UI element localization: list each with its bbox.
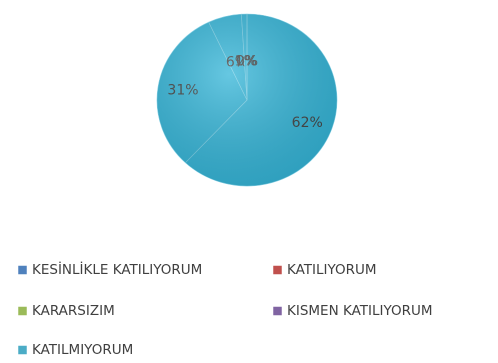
legend-swatch [272, 306, 283, 316]
legend-label: KISMEN KATILIYORUM [287, 303, 433, 319]
legend-swatch [17, 345, 28, 355]
legend: KESİNLİKLE KATILIYORUM KATILIYORUM KARARSI… [17, 260, 433, 358]
legend-label: KATILIYORUM [287, 262, 377, 278]
legend-label: KARARSIZIM [32, 303, 115, 319]
legend-swatch [272, 265, 283, 275]
legend-swatch [17, 306, 28, 316]
pie: 62%31%6%1%0% [156, 13, 338, 187]
data-label: 31% [167, 82, 198, 98]
data-label: 62% [292, 115, 323, 131]
legend-swatch [17, 265, 28, 275]
data-label: 0% [236, 53, 258, 69]
legend-label: KATILMIYORUM [32, 342, 133, 358]
legend-label: KESİNLİKLE KATILIYORUM [32, 260, 202, 278]
